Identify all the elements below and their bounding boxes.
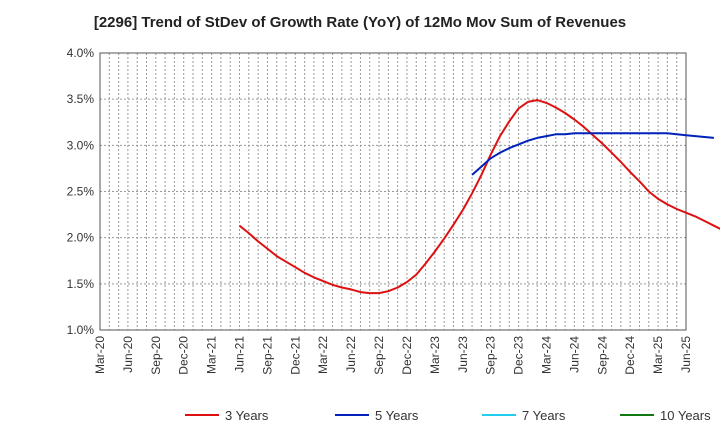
- x-tick-label: Sep-22: [372, 336, 386, 375]
- x-tick-label: Sep-21: [260, 336, 274, 375]
- legend-label-1: 3 Years: [225, 408, 269, 423]
- y-tick-label: 1.0%: [67, 323, 95, 337]
- x-tick-label: Mar-24: [539, 336, 553, 374]
- x-tick-label: Jun-21: [233, 336, 247, 373]
- x-tick-label: Jun-23: [456, 336, 470, 373]
- legend-layer: 3 Years 5 Years 7 Years 10 Years: [185, 408, 711, 423]
- x-tick-label: Mar-21: [205, 336, 219, 374]
- plot-frame: [99, 52, 687, 331]
- x-tick-label: Mar-20: [93, 336, 107, 374]
- x-tick-label: Jun-20: [121, 336, 135, 373]
- x-tick-label: Mar-25: [651, 336, 665, 374]
- legend-label-2: 5 Years: [375, 408, 419, 423]
- chart-title: [2296] Trend of StDev of Growth Rate (Yo…: [93, 14, 627, 31]
- x-tick-label: Dec-22: [400, 336, 414, 375]
- x-tick-label: Sep-20: [149, 336, 163, 375]
- x-tick-label: Sep-23: [484, 336, 498, 375]
- x-tick-label: Mar-23: [428, 336, 442, 374]
- y-tick-label: 3.0%: [67, 138, 95, 152]
- axis-layer: 1.0% 1.5% 2.0% 2.5% 3.0% 3.5% 4.0% Mar-20 Jun-20…: [67, 46, 693, 375]
- y-tick-label: 4.0%: [67, 46, 95, 60]
- y-tick-label: 1.5%: [67, 277, 95, 291]
- legend-label-3: 7 Years: [522, 408, 566, 423]
- x-tick-label: Mar-22: [316, 336, 330, 374]
- x-tick-label: Dec-20: [177, 336, 191, 375]
- x-tick-label: Jun-25: [679, 336, 693, 373]
- y-tick-label: 3.5%: [67, 92, 95, 106]
- x-tick-label: Dec-23: [512, 336, 526, 375]
- x-tick-label: Jun-22: [344, 336, 358, 373]
- series-line-2: [471, 132, 714, 176]
- legend-label-4: 10 Years: [660, 408, 711, 423]
- x-tick-label: Jun-24: [567, 336, 581, 373]
- x-tick-label: Dec-24: [623, 336, 637, 375]
- x-tick-label: Sep-24: [595, 336, 609, 375]
- y-tick-label: 2.5%: [67, 185, 95, 199]
- series-layer: [238, 99, 720, 295]
- series-line-1: [238, 99, 720, 295]
- x-tick-label: Dec-21: [288, 336, 302, 375]
- y-tick-label: 2.0%: [67, 231, 95, 245]
